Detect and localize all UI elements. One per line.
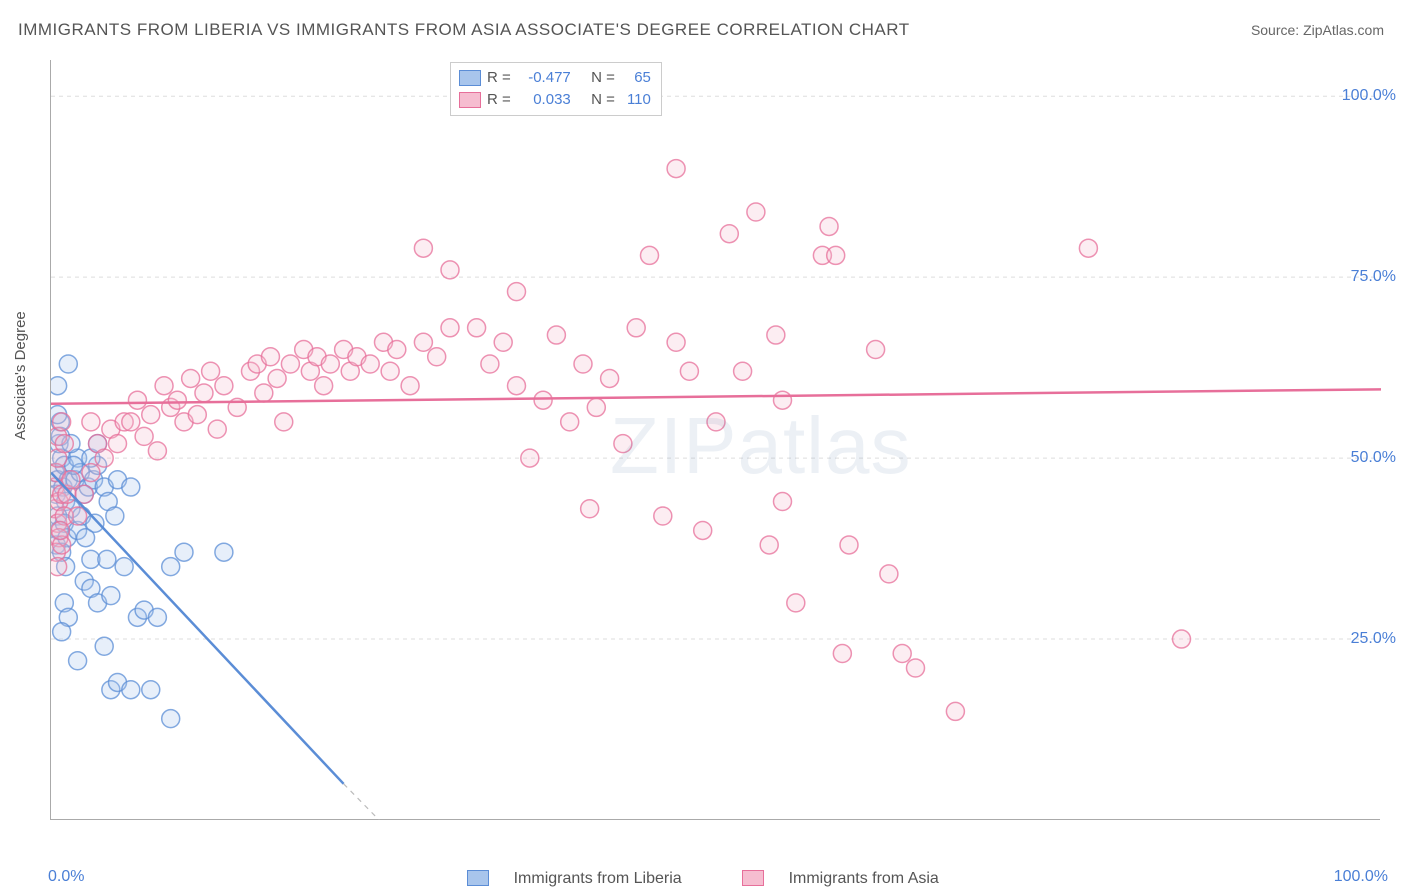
n-value-liberia: 65 <box>621 67 651 89</box>
swatch-asia-icon <box>742 870 764 886</box>
correlation-legend: R = -0.477 N = 65 R = 0.033 N = 110 <box>450 62 662 116</box>
chart-title: IMMIGRANTS FROM LIBERIA VS IMMIGRANTS FR… <box>18 20 910 40</box>
y-tick-label: 50.0% <box>1351 449 1396 467</box>
y-tick-label: 75.0% <box>1351 268 1396 286</box>
legend-row-liberia: R = -0.477 N = 65 <box>459 67 651 89</box>
r-label: R = <box>487 89 511 111</box>
y-axis-label: Associate's Degree <box>12 311 29 440</box>
legend-row-asia: R = 0.033 N = 110 <box>459 89 651 111</box>
source-value: ZipAtlas.com <box>1303 22 1384 38</box>
swatch-liberia-icon <box>467 870 489 886</box>
r-value-liberia: -0.477 <box>517 67 571 89</box>
chart-plot-area <box>50 60 1380 820</box>
n-label: N = <box>591 89 615 111</box>
swatch-liberia <box>459 70 481 86</box>
n-label: N = <box>591 67 615 89</box>
legend-item-liberia: Immigrants from Liberia <box>453 870 700 887</box>
legend-item-asia: Immigrants from Asia <box>728 870 953 887</box>
source-attribution: Source: ZipAtlas.com <box>1251 22 1384 38</box>
y-tick-label: 25.0% <box>1351 630 1396 648</box>
swatch-asia <box>459 92 481 108</box>
legend-label-asia: Immigrants from Asia <box>789 870 939 887</box>
y-tick-label: 100.0% <box>1342 87 1396 105</box>
n-value-asia: 110 <box>621 89 651 111</box>
r-value-asia: 0.033 <box>517 89 571 111</box>
r-label: R = <box>487 67 511 89</box>
legend-label-liberia: Immigrants from Liberia <box>514 870 682 887</box>
source-label: Source: <box>1251 22 1299 38</box>
chart-svg <box>51 60 1381 820</box>
x-axis-min-label: 0.0% <box>48 868 84 886</box>
series-legend: Immigrants from Liberia Immigrants from … <box>0 870 1406 888</box>
x-axis-max-label: 100.0% <box>1334 868 1388 886</box>
